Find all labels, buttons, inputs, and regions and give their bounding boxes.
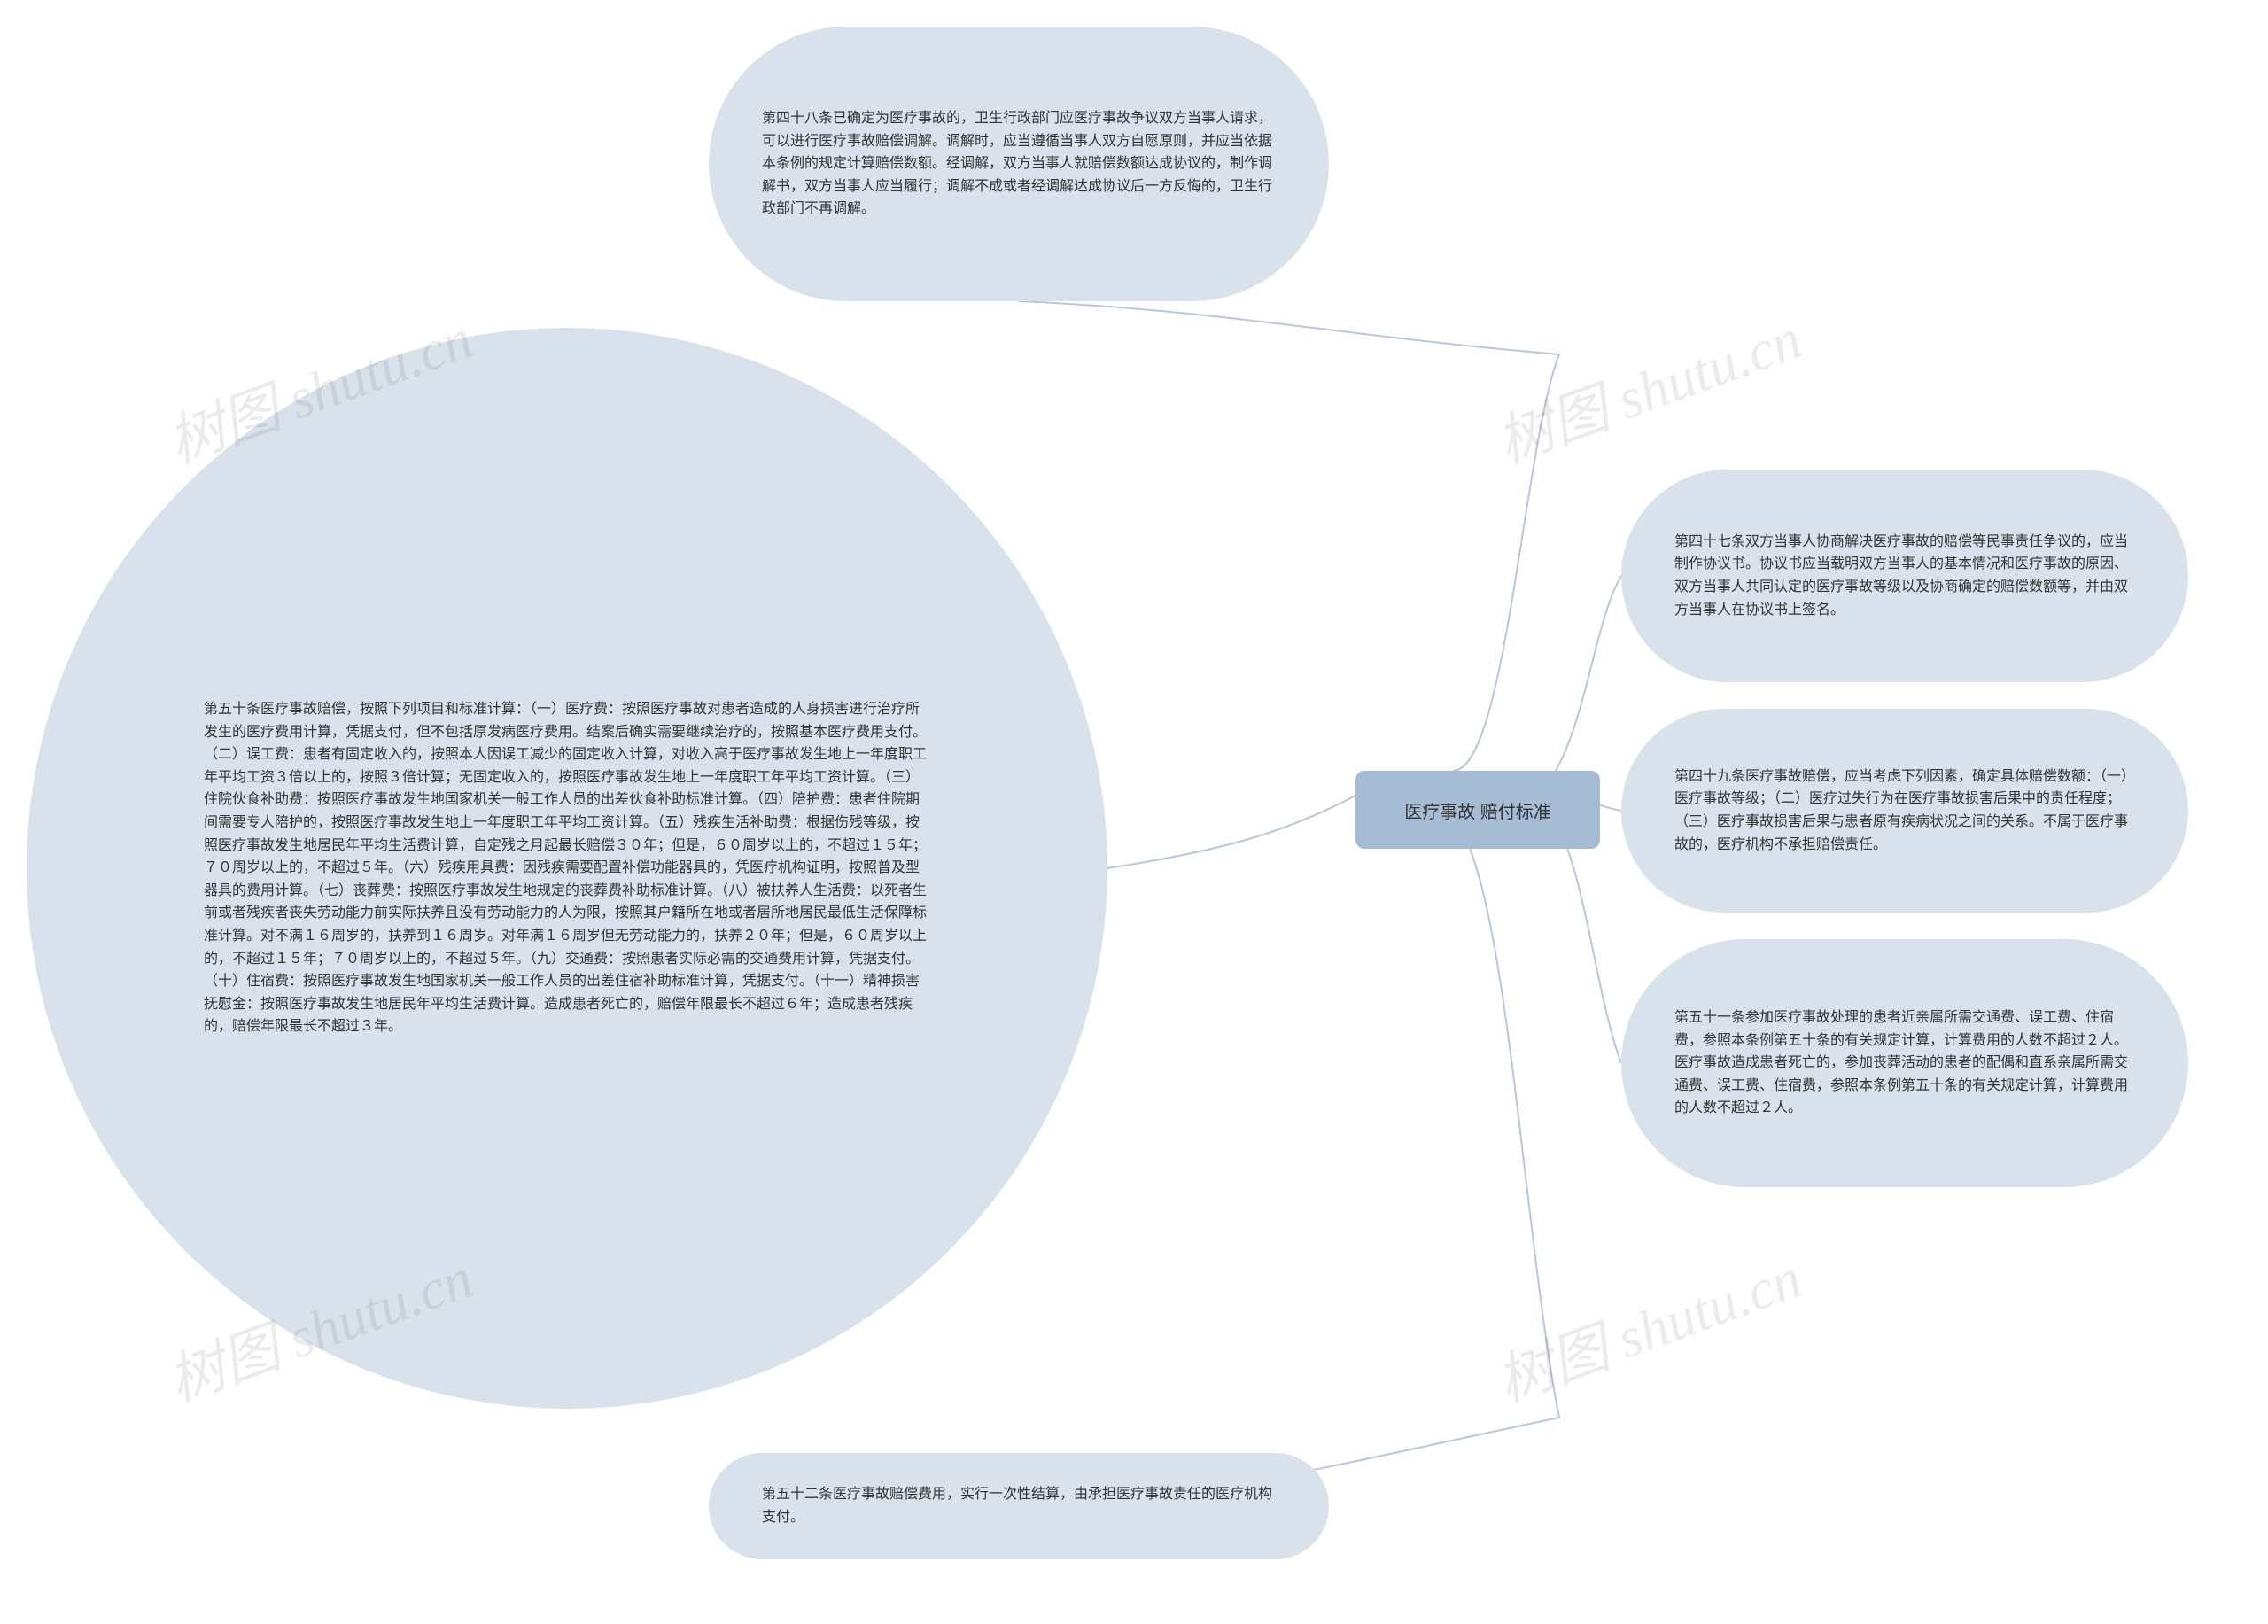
root-label: 医疗事故 赔付标准 bbox=[1404, 797, 1551, 823]
node-n52[interactable]: 第五十二条医疗事故赔偿费用，实行一次性结算，由承担医疗事故责任的医疗机构支付。 bbox=[709, 1453, 1329, 1559]
node-n51[interactable]: 第五十一条参加医疗事故处理的患者近亲属所需交通费、误工费、住宿费，参照本条例第五… bbox=[1621, 939, 2188, 1187]
mindmap-canvas: 第四十八条已确定为医疗事故的，卫生行政部门应医疗事故争议双方当事人请求，可以进行… bbox=[0, 0, 2268, 1624]
node-n48[interactable]: 第四十八条已确定为医疗事故的，卫生行政部门应医疗事故争议双方当事人请求，可以进行… bbox=[709, 27, 1329, 301]
node-n50[interactable]: 第五十条医疗事故赔偿，按照下列项目和标准计算：（一）医疗费：按照医疗事故对患者造… bbox=[27, 328, 1107, 1409]
node-text: 第五十条医疗事故赔偿，按照下列项目和标准计算：（一）医疗费：按照医疗事故对患者造… bbox=[27, 592, 1107, 1145]
node-text: 第四十七条双方当事人协商解决医疗事故的赔偿等民事责任争议的，应当制作协议书。协议… bbox=[1621, 515, 2188, 637]
node-text: 第五十二条医疗事故赔偿费用，实行一次性结算，由承担医疗事故责任的医疗机构支付。 bbox=[709, 1467, 1329, 1544]
node-text: 第五十一条参加医疗事故处理的患者近亲属所需交通费、误工费、住宿费，参照本条例第五… bbox=[1621, 991, 2188, 1136]
root-node[interactable]: 医疗事故 赔付标准 bbox=[1355, 771, 1600, 849]
watermark: 树图 shutu.cn bbox=[1484, 293, 1811, 478]
node-text: 第四十八条已确定为医疗事故的，卫生行政部门应医疗事故争议双方当事人请求，可以进行… bbox=[709, 91, 1329, 237]
edge bbox=[1550, 812, 1621, 1063]
edge bbox=[1107, 796, 1355, 868]
edge bbox=[1550, 576, 1621, 780]
node-text: 第四十九条医疗事故赔偿，应当考虑下列因素，确定具体赔偿数额：（一）医疗事故等级；… bbox=[1621, 750, 2188, 872]
watermark: 树图 shutu.cn bbox=[1484, 1232, 1811, 1418]
node-n47[interactable]: 第四十七条双方当事人协商解决医疗事故的赔偿等民事责任争议的，应当制作协议书。协议… bbox=[1621, 470, 2188, 682]
node-n49[interactable]: 第四十九条医疗事故赔偿，应当考虑下列因素，确定具体赔偿数额：（一）医疗事故等级；… bbox=[1621, 709, 2188, 913]
